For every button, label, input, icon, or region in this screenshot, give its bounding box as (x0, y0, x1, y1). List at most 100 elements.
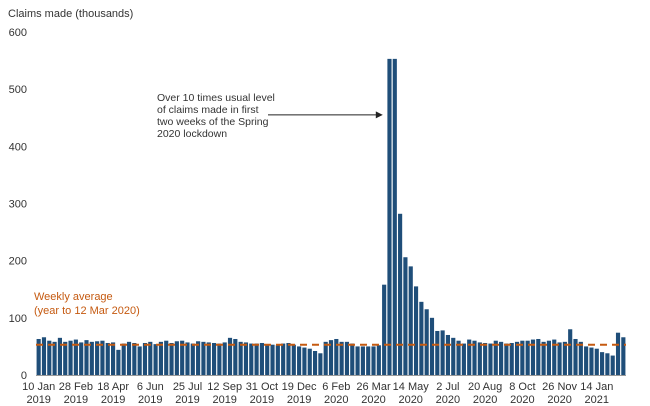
x-tick-label-date: 31 Oct (246, 381, 278, 393)
annotation-arrow-head (375, 111, 383, 119)
bar (52, 341, 57, 375)
x-tick-label-year: 2019 (287, 394, 311, 406)
bar (344, 341, 350, 375)
y-tick-label: 300 (9, 199, 27, 211)
x-tick-label-date: 10 Jan (22, 381, 55, 393)
bar (472, 340, 477, 375)
x-tick-label-date: 6 Jun (137, 381, 164, 393)
bar (291, 344, 296, 375)
bar (164, 340, 169, 375)
x-tick-label-year: 2020 (547, 394, 571, 406)
bar (323, 341, 328, 375)
x-tick-label-date: 20 Aug (468, 381, 502, 393)
x-tick-label-year: 2019 (26, 394, 50, 406)
bar (429, 317, 435, 375)
bar (41, 337, 47, 375)
bar (174, 341, 179, 375)
bar (514, 341, 520, 375)
bar (594, 348, 599, 375)
x-tick-label-date: 2 Jul (436, 381, 459, 393)
x-tick-label-date: 26 Nov (542, 381, 577, 393)
bar (281, 343, 286, 375)
bar (318, 353, 323, 375)
bar (126, 341, 132, 375)
y-tick-label: 600 (9, 27, 27, 39)
bar (419, 301, 424, 375)
bar (552, 339, 557, 375)
x-tick-label-date: 12 Sep (207, 381, 242, 393)
bar (89, 341, 94, 375)
x-tick-label-year: 2019 (250, 394, 274, 406)
bar (440, 330, 445, 375)
bar (196, 341, 201, 375)
x-tick-label-date: 19 Dec (282, 381, 317, 393)
bar (398, 213, 403, 375)
bar (312, 350, 318, 375)
bar (243, 342, 249, 375)
x-tick-label-year: 2020 (398, 394, 422, 406)
bar (254, 343, 259, 375)
bar (275, 345, 280, 375)
bar (477, 342, 482, 375)
bar (350, 343, 355, 375)
bar (68, 340, 73, 375)
y-tick-label: 400 (9, 141, 27, 153)
bar (435, 330, 440, 375)
bar (499, 341, 504, 375)
bar (546, 340, 551, 375)
bar (530, 339, 536, 375)
bar (339, 341, 344, 375)
bar (445, 334, 451, 375)
bar (238, 341, 243, 375)
x-tick-label-year: 2019 (64, 394, 88, 406)
y-axis-title: Claims made (thousands) (8, 8, 133, 20)
x-tick-label-year: 2020 (510, 394, 534, 406)
bar (47, 340, 52, 375)
bar (201, 341, 206, 375)
bar (387, 58, 392, 376)
bar (270, 344, 275, 375)
bar (217, 343, 222, 375)
bar (392, 58, 397, 376)
bar (578, 341, 583, 375)
bar (461, 343, 466, 375)
bar (504, 343, 509, 375)
x-tick-label-date: 18 Apr (97, 381, 129, 393)
bar (148, 341, 153, 375)
annotation-text-line: two weeks of the Spring (157, 116, 269, 128)
bar (227, 337, 233, 375)
bar (403, 257, 408, 375)
x-tick-label-year: 2019 (138, 394, 162, 406)
bar (525, 340, 530, 375)
bar (382, 284, 387, 375)
bar (297, 346, 302, 375)
bar (137, 346, 142, 375)
y-tick-label: 100 (9, 313, 27, 325)
bar (451, 337, 456, 375)
bar (265, 344, 270, 375)
x-tick-label-date: 25 Jul (173, 381, 202, 393)
bar (79, 342, 84, 375)
bar (328, 340, 334, 375)
x-tick-label-year: 2020 (324, 394, 348, 406)
bar (493, 340, 498, 375)
bar (111, 342, 116, 375)
x-tick-label-date: 14 May (393, 381, 430, 393)
annotation-text-line: 2020 lockdown (157, 128, 227, 140)
bar (36, 338, 41, 375)
bar (259, 342, 264, 375)
bar (95, 341, 100, 375)
bar-series (36, 58, 626, 376)
bar (105, 342, 110, 375)
x-tick-label-year: 2021 (585, 394, 609, 406)
bar (249, 343, 254, 375)
bar (371, 346, 376, 375)
x-tick-label-date: 28 Feb (59, 381, 93, 393)
bar (158, 341, 163, 375)
bar (520, 340, 525, 375)
bar (584, 346, 589, 375)
bar (142, 342, 148, 375)
